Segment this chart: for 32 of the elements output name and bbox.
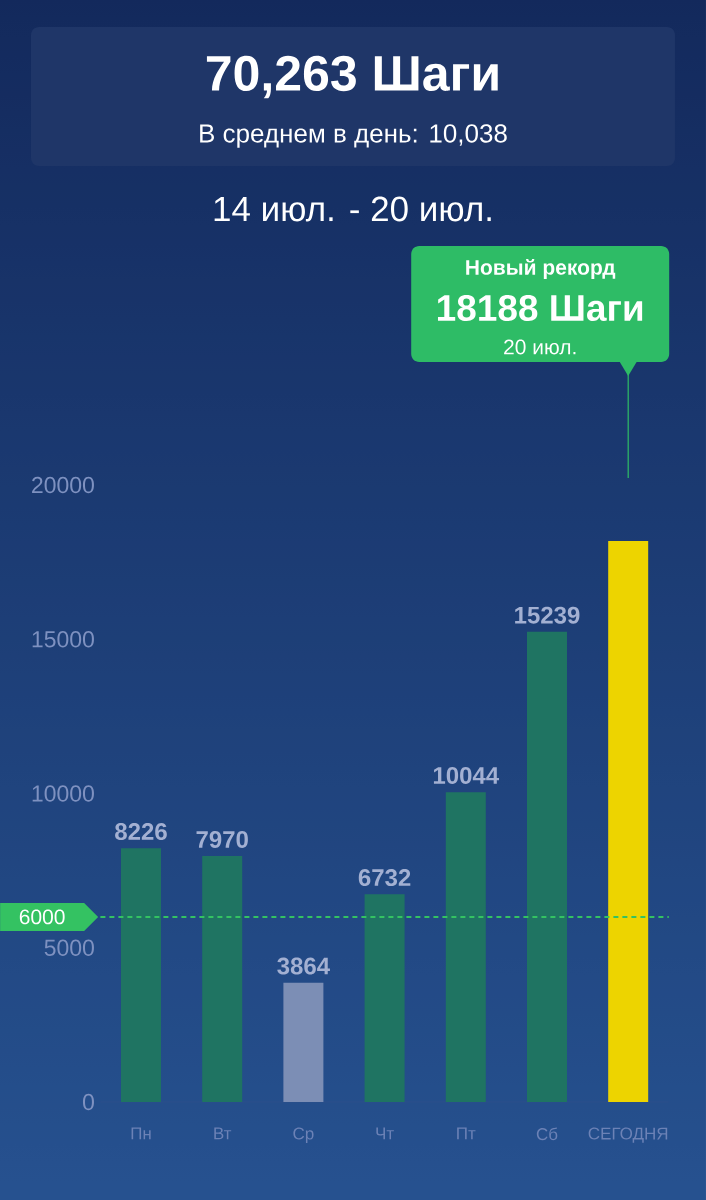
text: 18188 Шаги (437, 294, 643, 322)
x-tick-label: Чт (376, 1127, 394, 1140)
text: 14 июл. - 20 июл. (214, 196, 491, 222)
x-tick-label: Вт (214, 1127, 232, 1140)
x-tick-label: Ср (293, 1127, 314, 1143)
x-tick-label: СЕГОДНЯ (588, 1127, 668, 1143)
y-tick-label: 15000 (32, 631, 94, 648)
chart-title: 70,263 Шаги (206, 55, 498, 99)
chart-subtitle: В среднем в день: 10,038 (200, 124, 507, 148)
y-tick-label: 0 (82, 1093, 94, 1111)
text: Новый рекорд (466, 259, 616, 279)
bar (121, 848, 161, 1102)
text: 20 июл. (504, 339, 576, 355)
y-tick-label: 20000 (32, 476, 94, 494)
data-label: 6732 (358, 869, 411, 887)
bar (283, 982, 324, 1102)
x-tick-label: Пн (131, 1127, 151, 1140)
y-tick-label: 10000 (32, 785, 94, 802)
bar (445, 792, 486, 1102)
x-tick-label: Пт (457, 1127, 476, 1140)
x-tick-label: Сб (536, 1127, 558, 1141)
data-label: 7970 (196, 830, 248, 848)
bar (364, 894, 405, 1102)
data-label: 15239 (515, 606, 580, 624)
data-label: 3864 (277, 957, 330, 975)
y-tick-label: 5000 (44, 939, 94, 956)
bar (526, 631, 567, 1102)
bar (202, 856, 243, 1102)
data-label: 10044 (433, 766, 500, 784)
data-label: 8226 (115, 823, 167, 841)
bar (608, 540, 649, 1102)
ref-line-label: 6000 (19, 909, 65, 925)
